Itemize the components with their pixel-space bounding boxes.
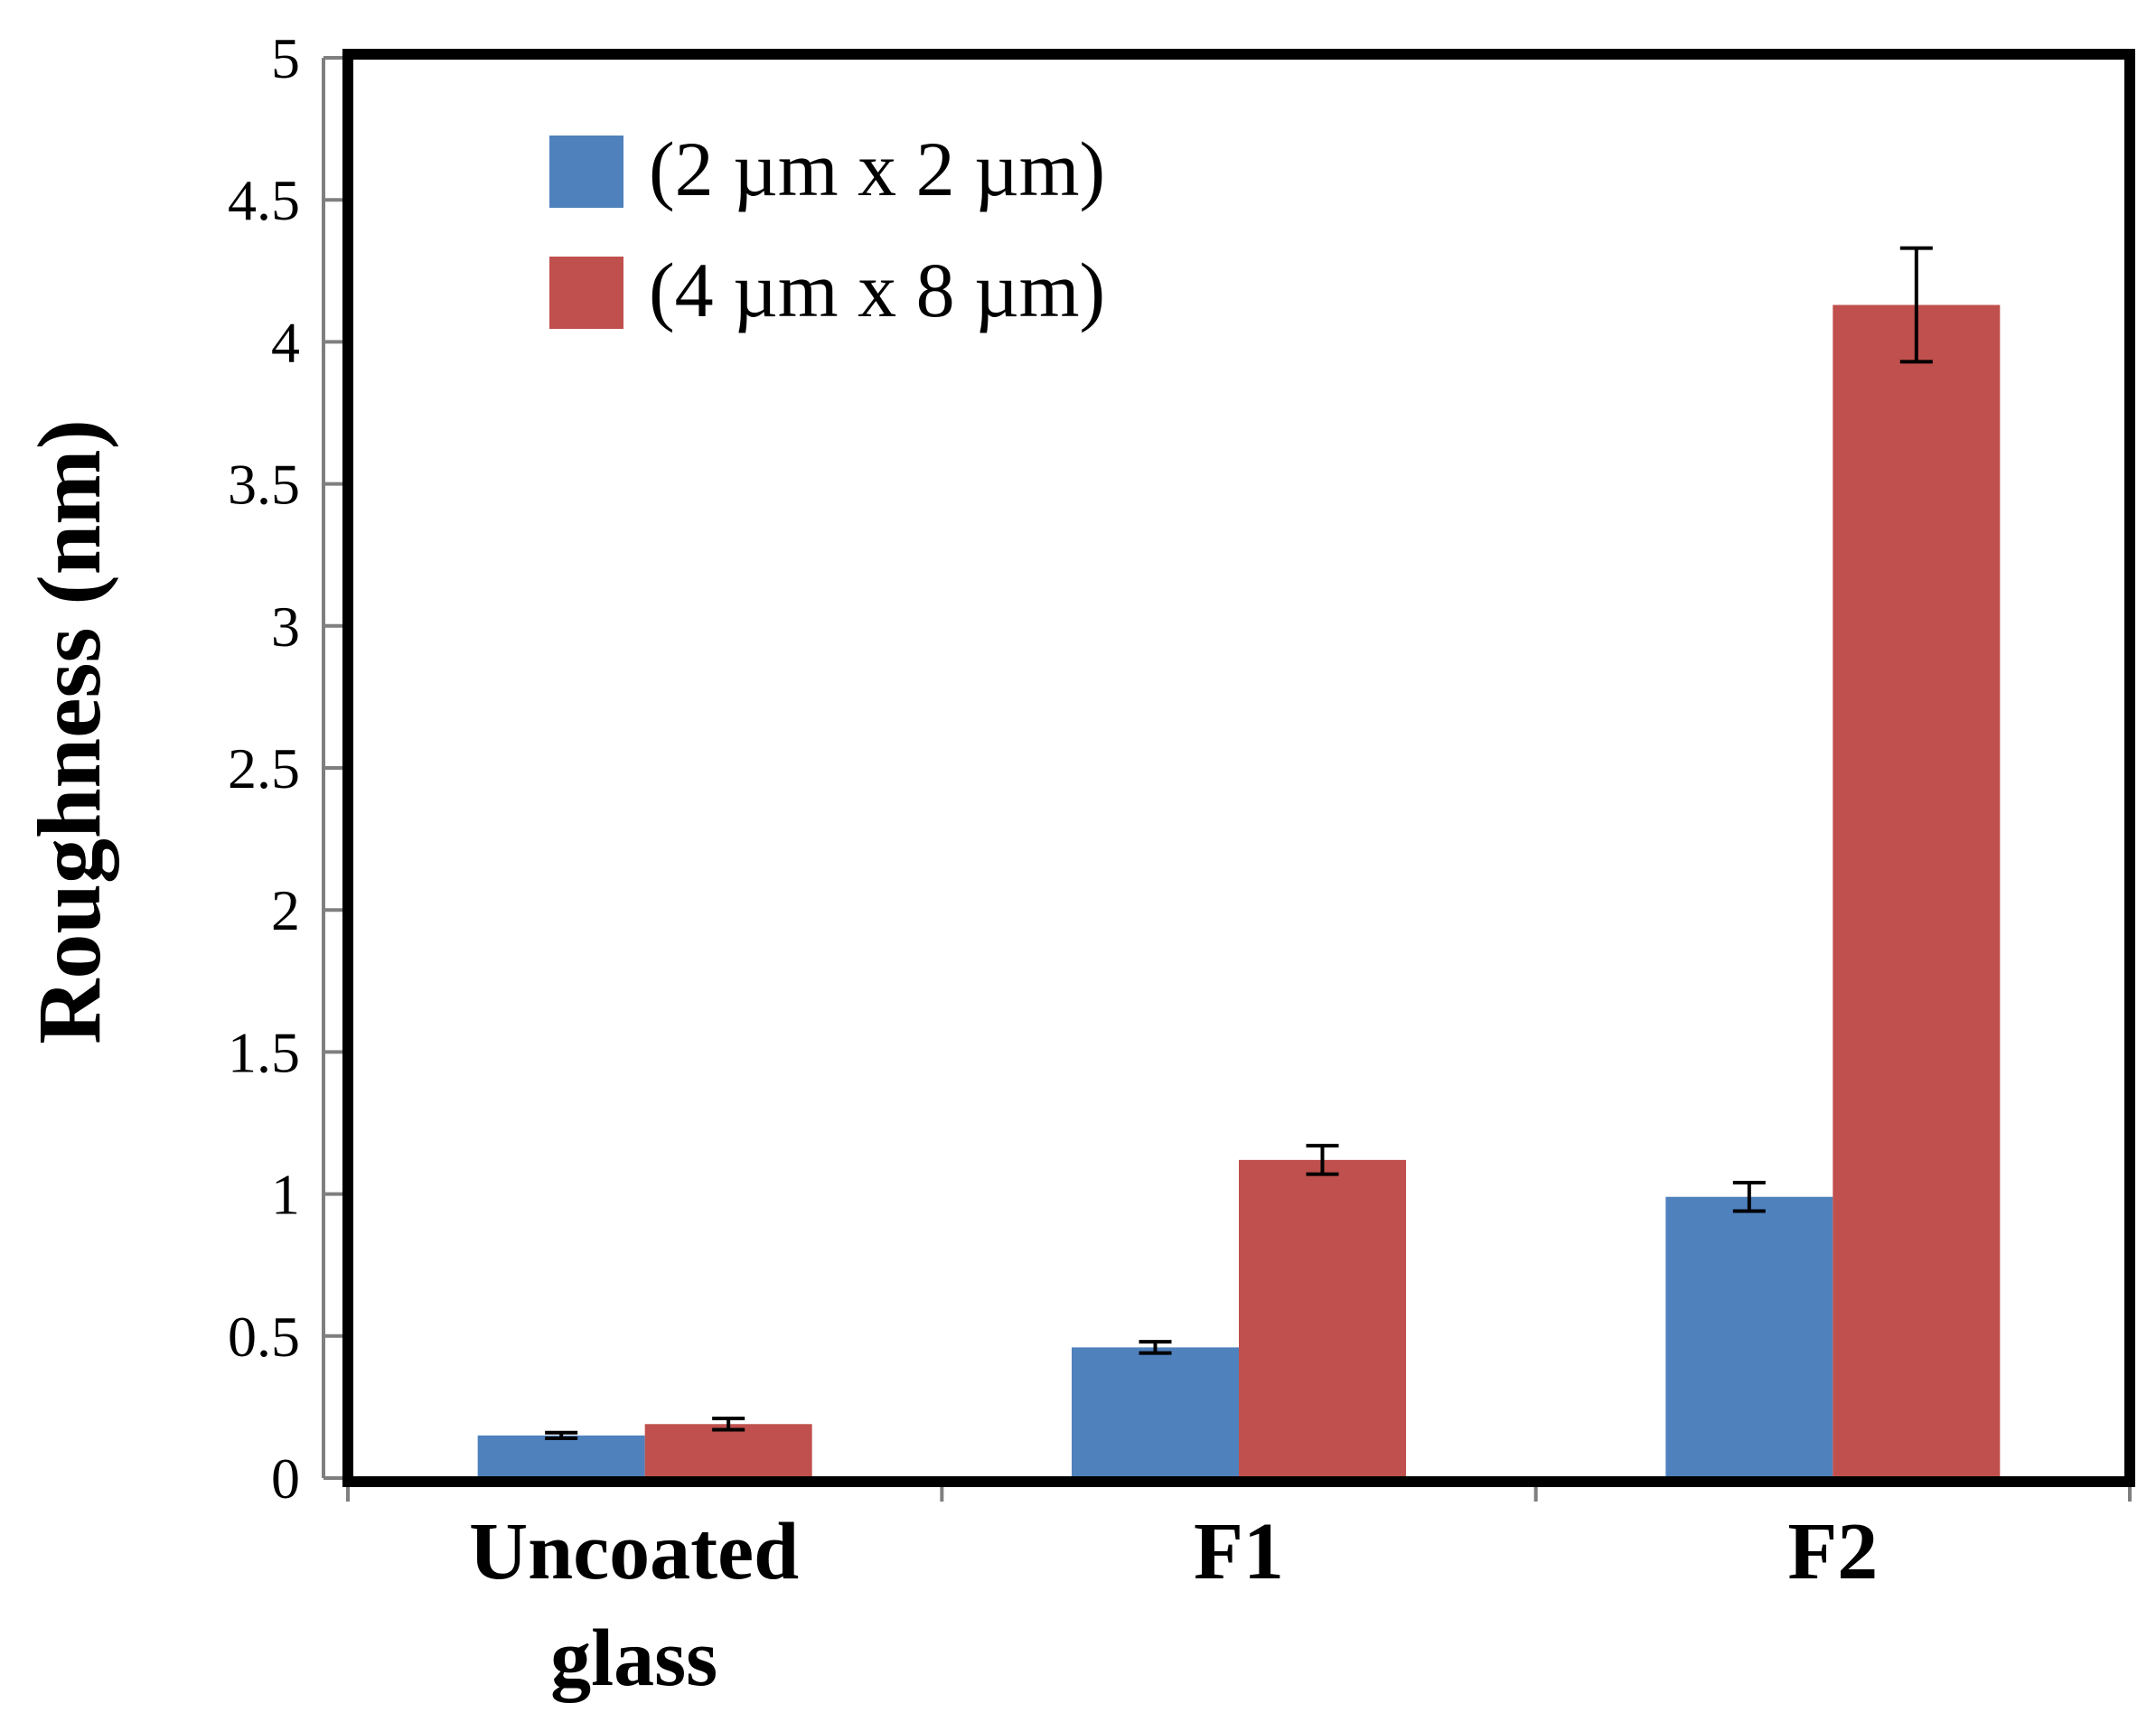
bar-series-2: [1239, 1159, 1406, 1478]
category-label: glass: [550, 1614, 717, 1703]
error-bar: [545, 1430, 578, 1440]
bar-series-1: [1072, 1347, 1239, 1478]
legend-entry: (4 µm x 8 µm): [549, 247, 1105, 333]
legend-swatch: [549, 136, 623, 208]
y-tick-label: 0: [271, 1446, 300, 1511]
y-tick-label: 3: [271, 594, 300, 659]
legend-label: (4 µm x 8 µm): [649, 247, 1105, 333]
error-bar: [712, 1416, 745, 1432]
y-tick-label: 4.5: [228, 168, 300, 232]
bar-series-1: [477, 1435, 645, 1478]
bar-series-2: [1833, 304, 2001, 1478]
bar-series-2: [644, 1424, 812, 1478]
y-axis: 0 0.5 1 1.5 2 2.5 3 3.5 4 4.5 5: [228, 26, 343, 1511]
category-label: Uncoated: [469, 1507, 799, 1596]
y-tick-label: 5: [271, 26, 300, 90]
error-bar: [1139, 1340, 1172, 1355]
plot-frame: [342, 49, 2135, 1487]
y-tick-label: 0.5: [228, 1305, 300, 1369]
bars: [477, 304, 2001, 1478]
legend-label: (2 µm x 2 µm): [649, 126, 1105, 212]
error-bar: [1306, 1144, 1339, 1176]
y-tick-label: 4: [271, 310, 300, 374]
category-label: F1: [1194, 1507, 1284, 1596]
error-bar: [1732, 1181, 1766, 1213]
y-axis-title: Roughness (nm): [19, 419, 119, 1044]
category-label: F2: [1787, 1507, 1878, 1596]
legend: (2 µm x 2 µm) (4 µm x 8 µm): [549, 126, 1105, 333]
y-tick-label: 3.5: [228, 453, 300, 517]
y-tick-label: 1: [271, 1163, 300, 1227]
y-axis-title-group: Roughness (nm): [19, 419, 119, 1044]
y-tick-label: 2.5: [228, 736, 300, 800]
y-tick-label: 1.5: [228, 1020, 300, 1084]
y-tick-label: 2: [271, 878, 300, 942]
error-bars: [545, 246, 1933, 1440]
bar-series-1: [1665, 1196, 1833, 1478]
x-axis: Uncoated glass F1 F2: [346, 1482, 2132, 1703]
error-bar: [1899, 246, 1933, 364]
legend-swatch: [549, 257, 623, 329]
legend-entry: (2 µm x 2 µm): [549, 126, 1105, 212]
